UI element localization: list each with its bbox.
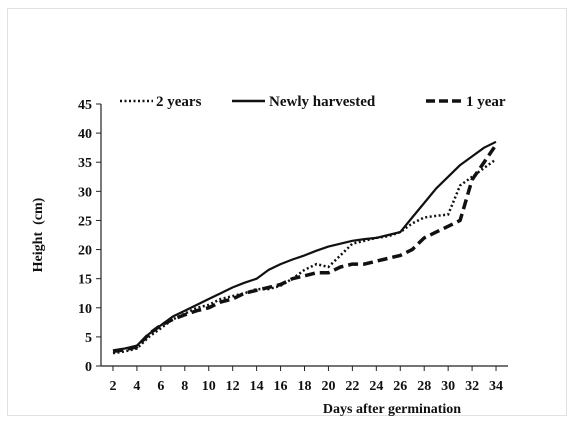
series-line-newly-harvested	[112, 140, 497, 352]
legend-label-1-year: 1 year	[466, 94, 506, 110]
x-tick-label: 28	[417, 379, 431, 394]
x-tick-label: 34	[489, 379, 503, 394]
x-tick-label: 6	[157, 379, 164, 394]
y-tick-label: 0	[85, 360, 92, 375]
y-tick-label: 30	[78, 185, 92, 200]
x-tick-label: 30	[441, 379, 455, 394]
y-tick-label: 40	[78, 127, 92, 142]
y-tick-label: 45	[78, 98, 92, 113]
x-tick-label: 20	[321, 379, 335, 394]
x-tick-label: 16	[274, 379, 288, 394]
x-tick-label: 14	[250, 379, 264, 394]
series-layer	[112, 140, 498, 355]
x-tick-label: 2	[109, 379, 116, 394]
y-tick-label: 35	[78, 156, 92, 171]
y-axis-title: Height (cm)	[31, 197, 46, 272]
y-tick-label: 15	[78, 273, 92, 288]
y-tick-label: 25	[78, 214, 92, 229]
x-tick-label: 32	[465, 379, 479, 394]
y-tick-label: 5	[85, 331, 92, 346]
x-tick-label: 22	[345, 379, 359, 394]
x-axis-title: Days after germination	[323, 402, 461, 417]
x-tick-label: 26	[393, 379, 407, 394]
legend-label-2-years: 2 years	[156, 94, 202, 110]
series-line-2-years	[112, 158, 497, 355]
x-tick-label: 12	[226, 379, 240, 394]
x-tick-label: 18	[298, 379, 312, 394]
legend: 2 years Newly harvested 1 year	[120, 94, 506, 110]
series-line-1-year	[112, 143, 498, 354]
legend-label-newly-harvested: Newly harvested	[269, 94, 376, 110]
x-tick-label: 8	[181, 379, 188, 394]
x-tick-label: 4	[133, 379, 140, 394]
y-tick-label: 10	[78, 302, 92, 317]
x-tick-label: 24	[369, 379, 383, 394]
chart-frame	[7, 8, 567, 416]
x-tick-label: 10	[202, 379, 216, 394]
y-tick-label: 20	[78, 244, 92, 259]
